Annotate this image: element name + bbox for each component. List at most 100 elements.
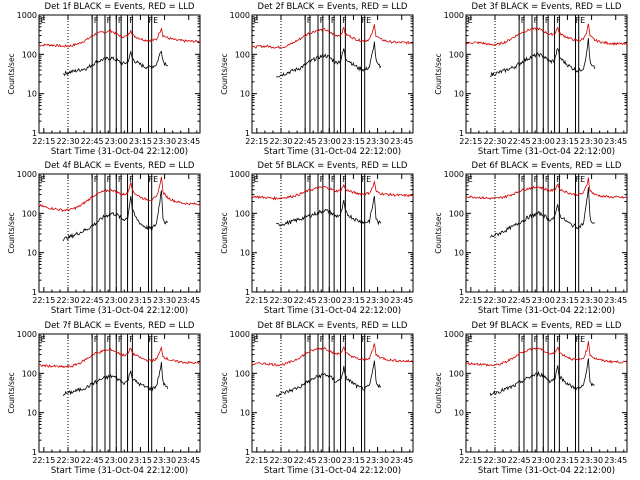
flag-label: E — [254, 335, 259, 344]
flag-label: F — [342, 335, 347, 344]
lld-series-line — [465, 177, 628, 200]
flag-label: FE — [148, 335, 158, 344]
x-tick-label: 23:30 — [580, 137, 603, 146]
flag-label: F — [545, 335, 550, 344]
y-tick-label: 100 — [235, 369, 250, 378]
x-tick-label: 23:30 — [153, 296, 176, 305]
flag-label: F — [342, 16, 347, 25]
flag-label: E — [254, 16, 259, 25]
flag-label: FE — [575, 335, 585, 344]
events-series-line — [489, 358, 595, 397]
lld-series-line — [465, 341, 628, 367]
chart-panel-4: Det 4f BLACK = Events, RED = LLD 1 10 100 10… — [7, 161, 201, 316]
flag-label: F — [534, 175, 539, 184]
chart-panel-2: Det 2f BLACK = Events, RED = LLD 1 10 100 10… — [220, 2, 414, 157]
flag-label: F — [129, 335, 134, 344]
plot-frame — [251, 333, 414, 453]
plot-frame — [465, 14, 628, 134]
x-tick-label: 22:30 — [56, 137, 79, 146]
x-tick-label: 23:45 — [390, 137, 413, 146]
flag-label: F — [94, 175, 99, 184]
x-axis-label: Start Time (31-Oct-04 22:12:00) — [478, 466, 615, 476]
x-tick-label: 23:15 — [342, 456, 365, 465]
x-tick-label: 23:00 — [318, 137, 341, 146]
y-axis-label: Counts/sec — [434, 212, 443, 253]
flag-label: F — [94, 16, 99, 25]
x-tick-label: 23:30 — [153, 456, 176, 465]
chart-panel-1: Det 1f BLACK = Events, RED = LLD 1 10 100 10… — [7, 2, 201, 157]
x-tick-label: 22:30 — [269, 456, 292, 465]
flag-label: FE — [575, 16, 585, 25]
x-tick-label: 22:15 — [245, 296, 268, 305]
x-tick-label: 22:15 — [459, 456, 482, 465]
flag-label: FE — [575, 175, 585, 184]
x-tick-label: 22:15 — [245, 137, 268, 146]
lld-series-line — [251, 343, 414, 367]
y-tick-label: 100 — [235, 209, 250, 218]
y-tick-label: 10 — [27, 249, 37, 258]
chart-panel-5: Det 5f BLACK = Events, RED = LLD 1 10 100 10… — [220, 161, 414, 316]
x-tick-label: 22:30 — [56, 456, 79, 465]
x-tick-label: 22:45 — [508, 456, 531, 465]
plot-frame — [251, 14, 414, 134]
x-tick-label: 23:15 — [342, 296, 365, 305]
x-tick-label: 22:30 — [483, 456, 506, 465]
flag-label: E — [254, 175, 259, 184]
chart-panel-7: Det 7f BLACK = Events, RED = LLD 1 10 100 10… — [7, 321, 201, 476]
x-tick-label: 23:00 — [532, 137, 555, 146]
flag-label: FE — [148, 16, 158, 25]
y-tick-label: 10 — [454, 90, 464, 99]
flag-label: F — [556, 335, 561, 344]
y-axis-label: Counts/sec — [7, 372, 16, 413]
lld-series-line — [38, 176, 201, 213]
y-tick-label: 10 — [454, 409, 464, 418]
y-axis-label: Counts/sec — [434, 53, 443, 94]
events-series-line — [62, 361, 169, 396]
x-tick-label: 22:30 — [483, 296, 506, 305]
y-axis-label: Counts/sec — [220, 53, 229, 94]
events-series-line — [489, 187, 596, 238]
flag-label: F — [129, 16, 134, 25]
flag-label: FE — [361, 175, 371, 184]
x-tick-label: 23:30 — [580, 456, 603, 465]
x-tick-label: 23:45 — [390, 296, 413, 305]
x-axis-label: Start Time (31-Oct-04 22:12:00) — [264, 147, 401, 157]
events-series-line — [276, 41, 382, 78]
flag-label: F — [342, 175, 347, 184]
x-tick-label: 22:45 — [294, 137, 317, 146]
panel-title: Det 1f BLACK = Events, RED = LLD — [45, 2, 195, 12]
panel-title: Det 8f BLACK = Events, RED = LLD — [258, 321, 408, 331]
x-tick-label: 23:15 — [342, 137, 365, 146]
x-tick-label: 23:00 — [532, 456, 555, 465]
x-axis-label: Start Time (31-Oct-04 22:12:00) — [51, 466, 188, 476]
plot-frame — [38, 333, 201, 453]
y-tick-label: 1000 — [444, 11, 464, 20]
flag-label: F — [107, 16, 112, 25]
y-tick-label: 1000 — [230, 330, 250, 339]
x-tick-label: 23:30 — [366, 137, 389, 146]
x-tick-label: 22:15 — [459, 137, 482, 146]
y-axis-label: Counts/sec — [220, 212, 229, 253]
panel-title: Det 6f BLACK = Events, RED = LLD — [472, 161, 622, 171]
x-tick-label: 23:45 — [604, 456, 627, 465]
y-tick-label: 1 — [459, 288, 464, 297]
y-axis-label: Counts/sec — [7, 212, 16, 253]
flag-label: F — [94, 335, 99, 344]
flag-label: E — [41, 335, 46, 344]
flag-label: E — [41, 175, 46, 184]
x-tick-label: 23:00 — [318, 456, 341, 465]
flag-label: F — [556, 175, 561, 184]
flag-label: F — [320, 16, 325, 25]
x-tick-label: 23:00 — [318, 296, 341, 305]
x-axis-label: Start Time (31-Oct-04 22:12:00) — [478, 306, 615, 316]
y-tick-label: 10 — [454, 249, 464, 258]
y-tick-label: 1000 — [444, 170, 464, 179]
flag-label: F — [331, 16, 336, 25]
lld-series-line — [251, 180, 414, 201]
lld-series-line — [251, 24, 414, 49]
events-series-line — [62, 190, 169, 242]
y-tick-label: 10 — [240, 249, 250, 258]
y-axis-label: Counts/sec — [220, 372, 229, 413]
flag-label: F — [129, 175, 134, 184]
